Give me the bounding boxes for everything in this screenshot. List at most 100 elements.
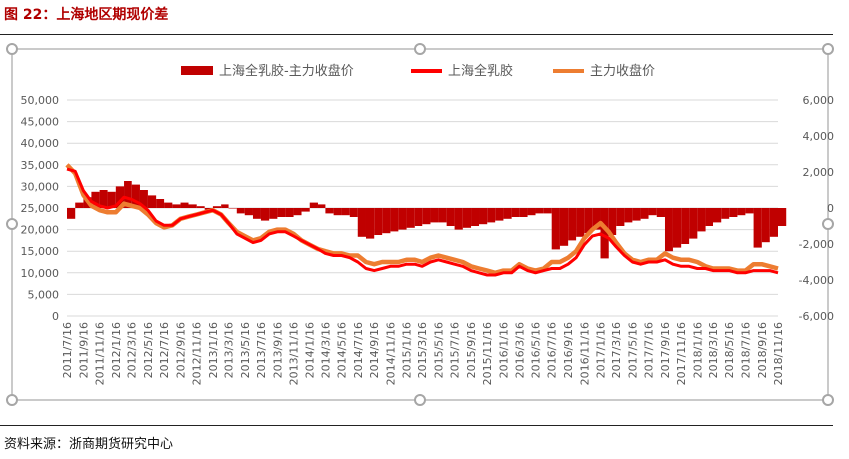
spread-bar	[196, 206, 205, 208]
left-axis-tick-label: 30,000	[21, 180, 60, 193]
spread-bar	[164, 202, 173, 208]
spread-bar	[390, 208, 399, 232]
x-axis-tick-label: 2018/5/16	[723, 322, 736, 378]
frame-handle-right	[822, 218, 834, 230]
x-axis-tick-label: 2015/5/16	[432, 322, 445, 378]
spread-bar	[309, 202, 318, 208]
left-axis-tick-label: 5,000	[28, 288, 60, 301]
spread-bar	[301, 208, 310, 212]
left-axis-tick-label: 20,000	[21, 224, 60, 237]
right-axis-tick-label: -2,000	[799, 238, 834, 251]
legend-label-futures: 主力收盘价	[590, 63, 655, 79]
spread-bar	[600, 208, 609, 259]
left-axis-tick-label: 0	[52, 310, 59, 323]
spread-bar	[705, 208, 714, 226]
spread-bar	[325, 208, 334, 214]
spread-bar	[648, 208, 657, 216]
left-axis-tick-label: 40,000	[21, 137, 60, 150]
spread-bar	[761, 208, 770, 243]
spread-bar	[349, 208, 358, 217]
spread-bar	[260, 208, 270, 221]
x-axis-tick-label: 2017/1/16	[595, 322, 608, 378]
spread-bar	[745, 208, 754, 214]
spread-bar	[188, 204, 197, 208]
frame-handle-top-right	[822, 43, 834, 55]
spread-bar	[91, 191, 100, 208]
x-axis-tick-label: 2017/3/16	[610, 322, 623, 378]
spread-bar	[269, 208, 278, 219]
spread-bar	[277, 208, 286, 217]
spread-bar	[543, 208, 552, 214]
spread-bar	[374, 208, 383, 235]
x-axis-tick-label: 2016/7/16	[546, 322, 559, 378]
spread-bar	[107, 191, 116, 208]
x-axis-tick-label: 2018/9/16	[756, 322, 769, 378]
x-axis-tick-label: 2014/1/16	[304, 322, 317, 378]
x-axis-tick-label: 2017/7/16	[643, 322, 656, 378]
top-rule	[0, 34, 833, 35]
spread-bar	[212, 206, 222, 208]
spread-bar	[382, 208, 391, 234]
frame-handle-bottom-right	[822, 394, 834, 406]
spread-bar	[75, 202, 84, 208]
spread-bar	[156, 199, 165, 208]
spread-bar	[365, 208, 375, 239]
x-axis-tick-label: 2018/7/16	[739, 322, 752, 378]
spread-bar	[204, 208, 213, 210]
frame-handle-top	[414, 43, 426, 55]
x-axis-tick-label: 2011/9/16	[77, 322, 90, 378]
x-axis: 2011/7/16 2011/9/16 2011/11/16 2012/1/16 201…	[61, 322, 785, 385]
x-axis-tick-label: 2013/11/16	[288, 322, 301, 385]
x-axis-tick-label: 2015/1/16	[401, 322, 414, 378]
spread-bar	[769, 208, 778, 237]
spread-bar	[341, 208, 350, 216]
figure-title: 图 22：上海地区期现价差	[4, 7, 169, 23]
legend: 上海全乳胶-主力收盘价 上海全乳胶 主力收盘价	[181, 63, 655, 79]
left-axis-tick-label: 50,000	[21, 94, 60, 107]
frame-handle-bottom	[414, 394, 426, 406]
spread-bar	[681, 208, 690, 244]
spread-bar	[672, 208, 682, 248]
spread-bar	[139, 190, 148, 208]
spread-bar	[511, 208, 520, 217]
left-axis-tick-label: 35,000	[21, 159, 60, 172]
x-axis-tick-label: 2014/9/16	[368, 322, 381, 378]
x-axis-tick-label: 2017/9/16	[659, 322, 672, 378]
spread-bar	[616, 208, 625, 226]
spread-bar	[503, 208, 512, 219]
x-axis-tick-label: 2016/9/16	[562, 322, 575, 378]
x-axis-tick-label: 2016/1/16	[497, 322, 510, 378]
x-axis-tick-label: 2015/7/16	[449, 322, 462, 378]
x-axis-tick-label: 2018/11/16	[772, 322, 785, 385]
spread-bar	[713, 208, 722, 223]
spread-bar	[576, 208, 585, 237]
spread-bar	[527, 208, 536, 216]
x-axis-tick-label: 2012/7/16	[158, 322, 171, 378]
x-axis-tick-label: 2015/11/16	[481, 322, 494, 385]
x-axis-tick-label: 2013/3/16	[223, 322, 236, 378]
spread-bar	[778, 208, 787, 226]
x-axis-tick-label: 2018/1/16	[691, 322, 704, 378]
x-axis-tick-label: 2016/3/16	[513, 322, 526, 378]
x-axis-tick-label: 2013/7/16	[255, 322, 268, 378]
spread-bar	[729, 208, 738, 217]
legend-swatch-spread	[181, 66, 213, 75]
spread-bar	[99, 190, 108, 208]
spread-bar	[438, 208, 447, 223]
spread-bar	[172, 204, 181, 208]
right-axis-tick-label: 0	[827, 202, 834, 215]
x-axis-tick-label: 2016/11/16	[578, 322, 591, 385]
x-axis-tick-label: 2017/5/16	[626, 322, 639, 378]
x-axis-tick-label: 2012/5/16	[142, 322, 155, 378]
spread-bar	[398, 208, 407, 230]
spread-bar	[252, 208, 261, 219]
x-axis-tick-label: 2011/11/16	[94, 322, 107, 385]
spread-bar	[124, 181, 132, 208]
spread-bar	[535, 208, 544, 214]
spread-bar	[471, 208, 480, 226]
spread-bar	[592, 208, 601, 230]
left-axis: 0 5,000 10,000 15,000 20,000 25,000 30,000 35,0…	[21, 94, 60, 323]
spread-bar	[624, 208, 633, 223]
spread-bar	[495, 208, 504, 221]
